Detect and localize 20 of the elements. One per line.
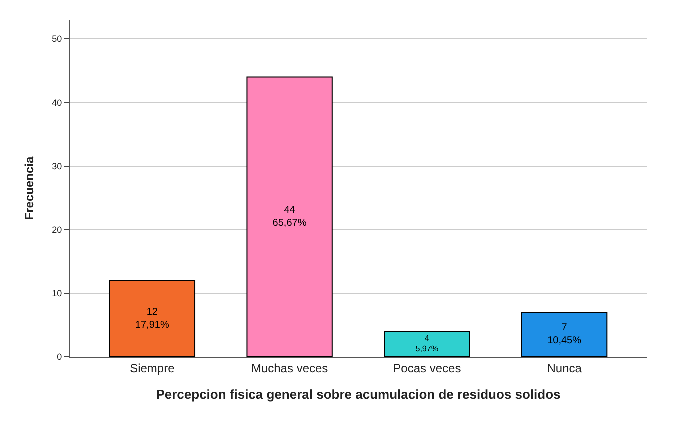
x-tick-label: Nunca bbox=[547, 361, 582, 376]
bar bbox=[521, 312, 608, 357]
y-axis-title: Frecuencia bbox=[22, 156, 36, 220]
data-label: 7 10,45% bbox=[548, 322, 582, 347]
x-axis-title: Percepcion fisica general sobre acumulacion de residuos solidos bbox=[156, 387, 561, 402]
y-tick-label: 0 bbox=[57, 352, 62, 362]
x-tick-label: Pocas veces bbox=[393, 361, 462, 376]
data-label: 4 5,97% bbox=[416, 334, 439, 354]
y-tick-label: 50 bbox=[52, 34, 62, 44]
bar bbox=[384, 331, 470, 357]
x-tick-label: Siempre bbox=[130, 361, 176, 376]
data-label: 44 65,67% bbox=[272, 205, 307, 230]
data-label: 12 17,91% bbox=[135, 306, 170, 331]
bar bbox=[246, 76, 333, 357]
x-tick-label: Muchas veces bbox=[251, 361, 328, 376]
bar bbox=[109, 280, 196, 357]
y-tick-label: 40 bbox=[52, 98, 62, 108]
y-tick-label: 10 bbox=[52, 288, 62, 299]
y-tick-label: 30 bbox=[52, 161, 62, 172]
y-tick-label: 20 bbox=[52, 224, 62, 235]
